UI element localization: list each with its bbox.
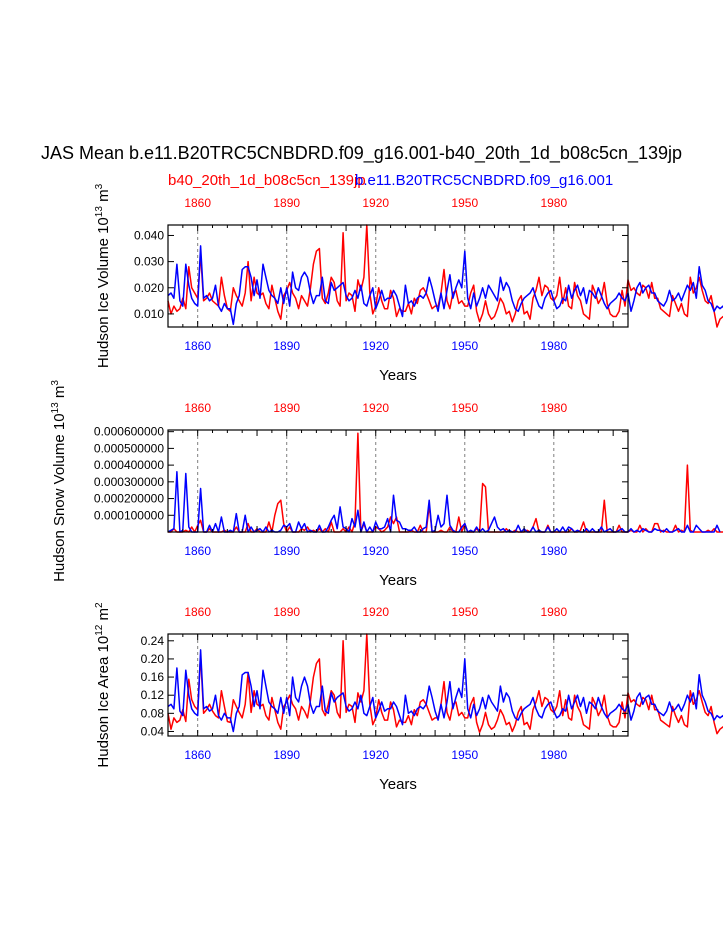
x-tick-label-top: 1980 bbox=[540, 196, 567, 210]
x-tick-label-top: 1860 bbox=[184, 401, 211, 415]
y-tick-label: 0.000600000 bbox=[94, 425, 164, 439]
x-tick-label-bottom: 1950 bbox=[451, 339, 478, 353]
y-tick-label: 0.12 bbox=[141, 688, 165, 702]
y-axis-label: Hudson Ice Area 1012 m2 bbox=[94, 602, 112, 768]
y-tick-label: 0.000100000 bbox=[94, 508, 164, 522]
y-tick-label: 0.030 bbox=[134, 255, 164, 269]
x-tick-label-top: 1950 bbox=[451, 401, 478, 415]
legend-blue-label: b.e11.B20TRC5CNBDRD.f09_g16.001 bbox=[355, 172, 614, 189]
x-tick-label-bottom: 1920 bbox=[362, 339, 389, 353]
y-tick-label: 0.16 bbox=[141, 670, 165, 684]
series-line-red bbox=[167, 224, 723, 328]
plot-frame bbox=[167, 224, 629, 328]
x-tick-label-top: 1890 bbox=[273, 605, 300, 619]
x-tick-label-bottom: 1980 bbox=[540, 339, 567, 353]
x-tick-label-top: 1920 bbox=[362, 401, 389, 415]
legend-red-label: b40_20th_1d_b08c5cn_139jp bbox=[168, 172, 366, 189]
x-tick-label-top: 1860 bbox=[184, 196, 211, 210]
x-tick-label-bottom: 1920 bbox=[362, 544, 389, 558]
x-tick-label-bottom: 1980 bbox=[540, 544, 567, 558]
x-tick-label-bottom: 1920 bbox=[362, 748, 389, 762]
figure-title: JAS Mean b.e11.B20TRC5CNBDRD.f09_g16.001… bbox=[40, 143, 683, 163]
x-tick-label-bottom: 1860 bbox=[184, 339, 211, 353]
y-tick-label: 0.000400000 bbox=[94, 458, 164, 472]
y-tick-label: 0.000200000 bbox=[94, 492, 164, 506]
y-tick-label: 0.08 bbox=[141, 706, 165, 720]
y-axis-label: Hudson Snow Volume 1013 m3 bbox=[50, 380, 68, 582]
y-tick-label: 0.20 bbox=[141, 652, 165, 666]
x-tick-label-top: 1920 bbox=[362, 196, 389, 210]
x-tick-label-top: 1920 bbox=[362, 605, 389, 619]
x-tick-label-bottom: 1890 bbox=[273, 339, 300, 353]
plot-frame bbox=[167, 429, 629, 533]
x-tick-label-bottom: 1890 bbox=[273, 748, 300, 762]
x-tick-label-bottom: 1860 bbox=[184, 748, 211, 762]
y-tick-label: 0.010 bbox=[134, 307, 164, 321]
x-tick-label-bottom: 1950 bbox=[451, 544, 478, 558]
x-tick-label-top: 1980 bbox=[540, 401, 567, 415]
x-tick-label-top: 1950 bbox=[451, 605, 478, 619]
y-tick-label: 0.020 bbox=[134, 281, 164, 295]
x-tick-label-top: 1890 bbox=[273, 401, 300, 415]
plot-frame bbox=[167, 633, 629, 737]
x-tick-label-bottom: 1980 bbox=[540, 748, 567, 762]
y-tick-label: 0.040 bbox=[134, 228, 164, 242]
series-line-blue bbox=[167, 245, 723, 326]
y-tick-label: 0.24 bbox=[141, 634, 165, 648]
y-tick-label: 0.04 bbox=[141, 724, 165, 738]
x-axis-label: Years bbox=[379, 572, 417, 589]
x-tick-label-top: 1860 bbox=[184, 605, 211, 619]
x-tick-label-top: 1980 bbox=[540, 605, 567, 619]
x-tick-label-bottom: 1860 bbox=[184, 544, 211, 558]
y-tick-label: 0.000300000 bbox=[94, 475, 164, 489]
x-tick-label-bottom: 1890 bbox=[273, 544, 300, 558]
x-tick-label-top: 1950 bbox=[451, 196, 478, 210]
x-tick-label-top: 1890 bbox=[273, 196, 300, 210]
x-axis-label: Years bbox=[379, 367, 417, 384]
series-line-red bbox=[167, 633, 723, 735]
x-axis-label: Years bbox=[379, 776, 417, 793]
y-tick-label: 0.000500000 bbox=[94, 441, 164, 455]
y-axis-label: Hudson Ice Volume 1013 m3 bbox=[94, 183, 112, 368]
series-line-blue bbox=[167, 649, 723, 733]
x-tick-label-bottom: 1950 bbox=[451, 748, 478, 762]
